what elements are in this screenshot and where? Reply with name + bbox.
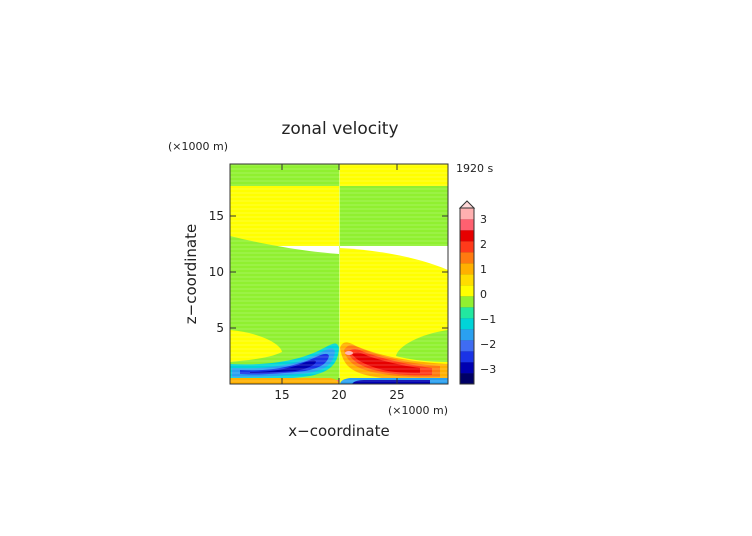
x-tick-label: 15 — [274, 388, 289, 402]
plot-area — [230, 164, 448, 384]
x-tick-label: 25 — [389, 388, 404, 402]
colorbar-cell — [460, 252, 474, 264]
colorbar-tick-label: −2 — [480, 338, 496, 351]
colorbar-cell — [460, 219, 474, 231]
colorbar — [458, 200, 476, 385]
y-tick-label: 10 — [209, 265, 224, 279]
colorbar-tick-label: 2 — [480, 238, 487, 251]
colorbar-cell — [460, 241, 474, 253]
colorbar-cell — [460, 307, 474, 319]
colorbar-cell — [460, 274, 474, 286]
colorbar-tick-label: −1 — [480, 313, 496, 326]
colorbar-cell — [460, 230, 474, 242]
colorbar-tick-labels: 3 2 1 0 −1 −2 −3 — [480, 213, 496, 376]
colorbar-cell — [460, 351, 474, 363]
colorbar-extend-arrow — [458, 200, 476, 209]
colorbar-cells — [460, 207, 474, 385]
time-label: 1920 s — [456, 162, 493, 175]
colorbar-cell — [460, 318, 474, 330]
y-tick-label: 15 — [209, 209, 224, 223]
colorbar-cell — [460, 373, 474, 385]
x-tick-label: 20 — [331, 388, 346, 402]
colorbar-cell — [460, 296, 474, 308]
y-axis-title: z−coordinate — [182, 224, 200, 324]
colorbar-frame — [459, 207, 475, 385]
chart-title: zonal velocity — [281, 119, 398, 139]
colorbar-tick-label: 3 — [480, 213, 487, 226]
y-tick-label: 5 — [216, 321, 224, 335]
colorbar-cell — [460, 263, 474, 275]
colorbar-cell — [460, 340, 474, 352]
colorbar-cell — [460, 208, 474, 220]
colorbar-tick-label: −3 — [480, 363, 496, 376]
colorbar-cell — [460, 285, 474, 297]
y-unit-label: (×1000 m) — [168, 140, 228, 153]
colorbar-tick-label: 0 — [480, 288, 487, 301]
x-axis-title: x−coordinate — [288, 422, 389, 440]
colorbar-tick-label: 1 — [480, 263, 487, 276]
x-axis — [281, 164, 398, 384]
y-axis — [230, 215, 448, 329]
x-unit-label: (×1000 m) — [388, 404, 448, 417]
colorbar-cell — [460, 362, 474, 374]
colorbar-cell — [460, 329, 474, 341]
